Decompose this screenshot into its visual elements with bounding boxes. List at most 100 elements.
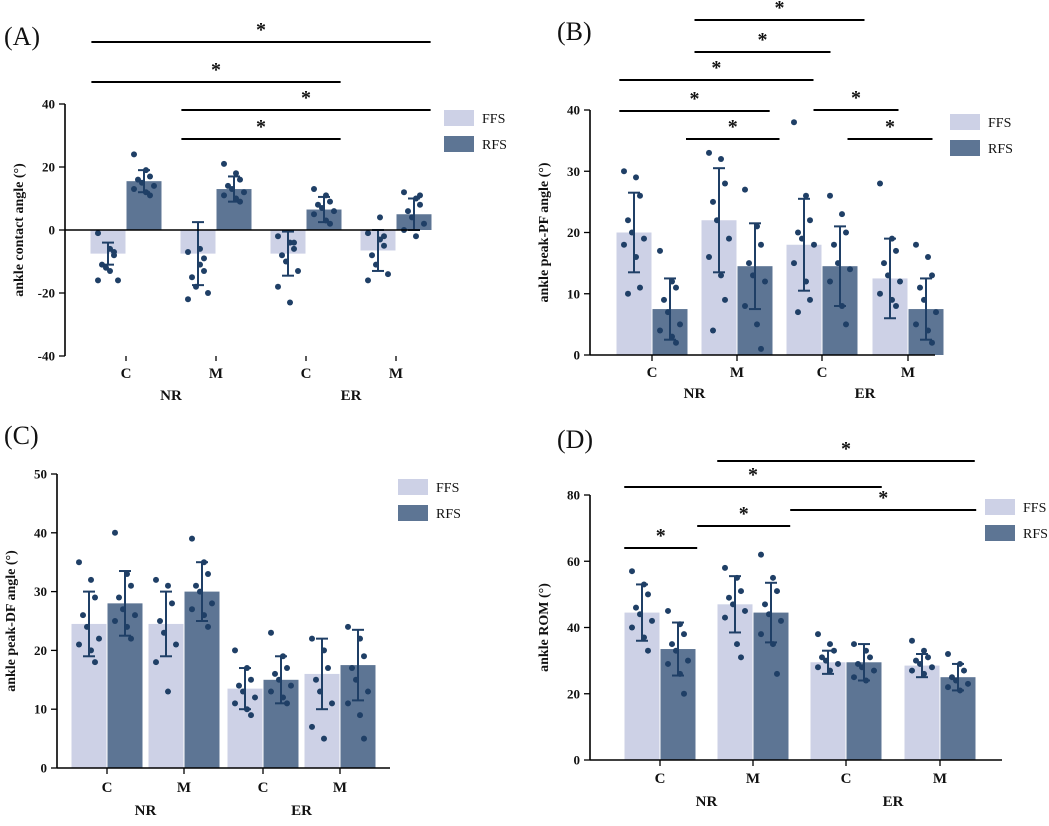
- data-point: [847, 266, 853, 273]
- data-point: [665, 309, 671, 316]
- data-point: [754, 223, 760, 230]
- y-tick-label: 50: [34, 467, 47, 482]
- legend-swatch-rfs: [950, 140, 980, 156]
- category-label: M: [901, 365, 915, 381]
- category-label: C: [121, 366, 132, 382]
- data-point: [409, 214, 415, 221]
- data-point: [734, 641, 740, 648]
- data-point: [831, 647, 837, 654]
- data-point: [621, 168, 627, 175]
- legend-label: FFS: [436, 481, 459, 496]
- panel-label: (A): [4, 22, 40, 51]
- data-point: [762, 278, 768, 285]
- data-point: [681, 631, 687, 638]
- data-point: [361, 653, 367, 660]
- data-point: [189, 535, 195, 542]
- legend-swatch-ffs: [950, 114, 980, 130]
- data-point: [377, 214, 383, 221]
- y-axis-label: ankle peak-DF angle (°): [4, 550, 19, 692]
- data-point: [280, 694, 286, 701]
- data-point: [738, 588, 744, 595]
- data-point: [621, 241, 627, 248]
- data-point: [917, 284, 923, 291]
- y-tick-label: 10: [34, 702, 47, 717]
- data-point: [291, 245, 297, 252]
- data-point: [311, 186, 317, 193]
- category-label: M: [933, 771, 947, 787]
- panel-b: (B) 0 10 20 30 40 ankle peak-PF angle (°) C M C M N…: [537, 0, 1013, 402]
- data-point: [669, 278, 675, 285]
- data-point: [929, 272, 935, 279]
- data-point: [710, 327, 716, 334]
- data-point: [726, 235, 732, 242]
- data-point: [885, 272, 891, 279]
- data-point: [718, 156, 724, 162]
- category-label: C: [102, 780, 113, 796]
- data-point: [645, 647, 651, 654]
- data-point: [827, 667, 833, 674]
- data-point: [839, 211, 845, 218]
- data-point: [329, 700, 335, 707]
- data-point: [734, 574, 740, 581]
- data-point: [913, 657, 919, 664]
- data-point: [827, 192, 833, 199]
- data-point: [633, 604, 639, 611]
- significance-star: *: [728, 116, 738, 138]
- data-point: [365, 688, 371, 695]
- data-point: [291, 239, 297, 246]
- data-point: [799, 235, 805, 242]
- data-point: [132, 612, 138, 619]
- data-point: [88, 647, 94, 654]
- data-point: [889, 235, 895, 242]
- panel-a: (A) -40 -20 0 20 40 ankle contact angle (°) C M C…: [4, 19, 507, 404]
- data-point: [165, 582, 171, 589]
- significance-star: *: [841, 438, 851, 460]
- data-point: [629, 568, 635, 575]
- data-point: [742, 186, 748, 193]
- data-point: [746, 260, 752, 267]
- data-point: [327, 220, 333, 227]
- data-point: [111, 249, 117, 256]
- data-point: [673, 339, 679, 346]
- data-point: [401, 189, 407, 196]
- data-point: [657, 247, 663, 254]
- data-point: [128, 635, 134, 642]
- data-point: [641, 235, 647, 242]
- data-point: [95, 277, 101, 284]
- data-point: [153, 659, 159, 666]
- significance-star: *: [690, 88, 700, 110]
- category-label: M: [746, 771, 760, 787]
- data-point: [147, 192, 153, 199]
- data-point: [95, 230, 101, 237]
- y-axis-label: ankle peak-PF angle (°): [537, 162, 552, 302]
- data-point: [325, 665, 331, 672]
- data-point: [722, 564, 728, 571]
- data-point: [279, 252, 285, 259]
- data-point: [201, 255, 207, 262]
- data-point: [236, 682, 242, 689]
- data-point: [244, 706, 250, 713]
- data-point: [280, 653, 286, 660]
- data-point: [807, 296, 813, 303]
- data-point: [193, 582, 199, 589]
- significance-star: *: [748, 464, 758, 486]
- data-point: [881, 260, 887, 267]
- data-point: [766, 611, 772, 618]
- data-point: [677, 321, 683, 328]
- data-point: [413, 233, 419, 240]
- data-point: [718, 272, 724, 279]
- significance-star: *: [775, 0, 785, 19]
- data-point: [313, 676, 319, 683]
- data-point: [722, 296, 728, 303]
- data-point: [827, 278, 833, 285]
- data-point: [863, 677, 869, 684]
- data-point: [758, 551, 764, 558]
- data-point: [139, 179, 145, 186]
- y-tick-label: 40: [42, 97, 55, 112]
- data-point: [871, 667, 877, 674]
- data-point: [925, 254, 931, 260]
- legend-label: FFS: [482, 112, 505, 127]
- significance-star: *: [711, 57, 721, 79]
- legend-swatch-ffs: [985, 499, 1015, 515]
